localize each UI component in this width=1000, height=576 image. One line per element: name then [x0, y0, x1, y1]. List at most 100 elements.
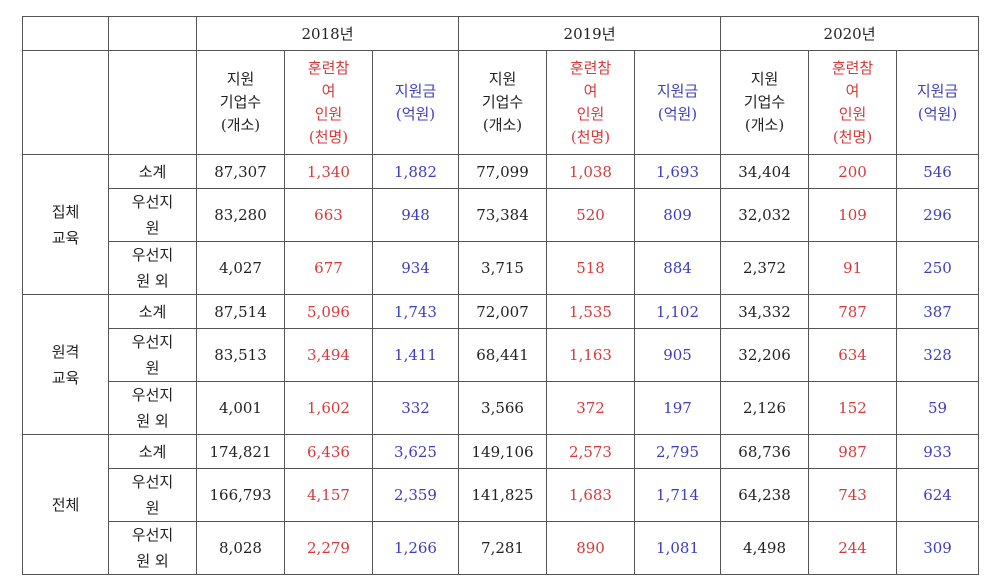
year-header-2018: 2018년 — [195, 16, 460, 51]
value-cell: 296 — [896, 188, 980, 242]
group-offline-education: 집체 교육 — [22, 154, 109, 295]
table-row: 우선지 원 외 4,027 677 934 3,715 518 884 2,372 91 250 — [23, 241, 980, 295]
row-label: 우선지 원 — [108, 328, 197, 382]
value-cell: 332 — [371, 381, 460, 435]
group-online-education: 원격 교육 — [22, 294, 109, 435]
row-label: 우선지 원 — [108, 188, 197, 242]
value-cell: 809 — [634, 188, 722, 242]
value-cell: 520 — [546, 188, 636, 242]
value-cell: 1,693 — [634, 154, 722, 189]
value-cell: 200 — [808, 154, 898, 189]
table-row: 원격 교육 소계 87,514 5,096 1,743 72,007 1,535 1,102 3… — [22, 294, 980, 435]
value-cell: 624 — [896, 468, 980, 522]
value-cell: 2,359 — [371, 468, 460, 522]
value-cell: 64,238 — [720, 468, 810, 522]
value-cell: 32,206 — [720, 328, 810, 382]
support-statistics-table: 2018년 2019년 2020년 지원 기업수 (개소) 훈련참 여 인원 (천… — [22, 16, 980, 575]
value-cell: 372 — [546, 381, 636, 435]
corner-cell — [22, 16, 109, 51]
corner-cell — [108, 16, 197, 51]
row-label: 소계 — [108, 154, 197, 189]
table-row: 전체 소계 174,821 6,436 3,625 149,106 2,573 2,795 68… — [22, 434, 980, 575]
value-cell: 905 — [634, 328, 722, 382]
trainees-header: 훈련참 여 인원 (천명) — [284, 50, 373, 155]
value-cell: 197 — [634, 381, 722, 435]
value-cell: 4,001 — [196, 381, 285, 435]
row-label: 우선지 원 외 — [108, 381, 197, 435]
value-cell: 1,411 — [371, 328, 460, 382]
year-header-row: 2018년 2019년 2020년 — [22, 16, 980, 51]
value-cell: 91 — [808, 241, 898, 295]
value-cell: 1,535 — [546, 294, 636, 329]
value-cell: 2,795 — [634, 434, 722, 469]
value-cell: 3,494 — [284, 328, 373, 382]
value-cell: 152 — [808, 381, 898, 435]
value-cell: 387 — [896, 294, 980, 329]
value-cell: 1,882 — [371, 154, 460, 189]
value-cell: 546 — [896, 154, 980, 189]
value-cell: 77,099 — [458, 154, 548, 189]
value-cell: 743 — [808, 468, 898, 522]
value-cell: 328 — [896, 328, 980, 382]
value-cell: 663 — [284, 188, 373, 242]
value-cell: 3,715 — [458, 241, 548, 295]
value-cell: 890 — [546, 521, 636, 575]
subsidy-header: 지원금 (억원) — [634, 50, 722, 155]
row-label: 우선지 원 외 — [108, 521, 197, 575]
value-cell: 68,736 — [720, 434, 810, 469]
value-cell: 83,280 — [196, 188, 285, 242]
value-cell: 634 — [808, 328, 898, 382]
value-cell: 149,106 — [458, 434, 548, 469]
value-cell: 3,566 — [458, 381, 548, 435]
row-label: 우선지 원 — [108, 468, 197, 522]
table-row: 우선지 원 83,513 3,494 1,411 68,441 1,163 905 32,20… — [23, 328, 980, 382]
corner-cell — [22, 50, 109, 155]
value-cell: 1,081 — [634, 521, 722, 575]
row-label: 소계 — [108, 434, 197, 469]
table-row: 우선지 원 외 8,028 2,279 1,266 7,281 890 1,081 4,498… — [23, 521, 980, 575]
value-cell: 884 — [634, 241, 722, 295]
value-cell: 32,032 — [720, 188, 810, 242]
value-cell: 174,821 — [196, 434, 285, 469]
value-cell: 7,281 — [458, 521, 548, 575]
table-row: 집체 교육 소계 87,307 1,340 1,882 77,099 1,038 1,693 3… — [22, 154, 980, 295]
value-cell: 1,602 — [284, 381, 373, 435]
value-cell: 83,513 — [196, 328, 285, 382]
value-cell: 72,007 — [458, 294, 548, 329]
value-cell: 68,441 — [458, 328, 548, 382]
trainees-header: 훈련참 여 인원 (천명) — [546, 50, 636, 155]
subsidy-header: 지원금 (억원) — [896, 50, 980, 155]
value-cell: 4,027 — [196, 241, 285, 295]
value-cell: 87,307 — [196, 154, 285, 189]
value-cell: 8,028 — [196, 521, 285, 575]
year-header-2019: 2019년 — [458, 16, 722, 51]
metric-header-row: 지원 기업수 (개소) 훈련참 여 인원 (천명) 지원금 (억원) 지원 기업수 (… — [22, 50, 980, 155]
trainees-header: 훈련참 여 인원 (천명) — [808, 50, 898, 155]
year-header-2020: 2020년 — [720, 16, 980, 51]
table-row: 우선지 원 83,280 663 948 73,384 520 809 32,032 109 29… — [23, 188, 980, 242]
value-cell: 166,793 — [196, 468, 285, 522]
value-cell: 1,714 — [634, 468, 722, 522]
value-cell: 1,038 — [546, 154, 636, 189]
value-cell: 3,625 — [371, 434, 460, 469]
value-cell: 244 — [808, 521, 898, 575]
corner-cell — [108, 50, 197, 155]
table-row: 우선지 원 외 4,001 1,602 332 3,566 372 197 2,126 152 5… — [23, 381, 980, 435]
value-cell: 2,126 — [720, 381, 810, 435]
value-cell: 2,573 — [546, 434, 636, 469]
value-cell: 87,514 — [196, 294, 285, 329]
value-cell: 518 — [546, 241, 636, 295]
value-cell: 250 — [896, 241, 980, 295]
value-cell: 1,163 — [546, 328, 636, 382]
value-cell: 948 — [371, 188, 460, 242]
subsidy-header: 지원금 (억원) — [371, 50, 460, 155]
value-cell: 933 — [896, 434, 980, 469]
value-cell: 73,384 — [458, 188, 548, 242]
value-cell: 34,332 — [720, 294, 810, 329]
value-cell: 309 — [896, 521, 980, 575]
value-cell: 34,404 — [720, 154, 810, 189]
value-cell: 1,102 — [634, 294, 722, 329]
value-cell: 109 — [808, 188, 898, 242]
row-label: 우선지 원 외 — [108, 241, 197, 295]
value-cell: 5,096 — [284, 294, 373, 329]
